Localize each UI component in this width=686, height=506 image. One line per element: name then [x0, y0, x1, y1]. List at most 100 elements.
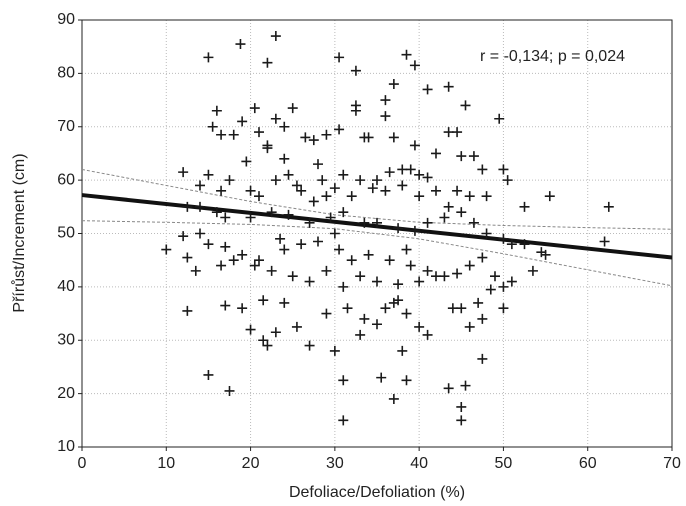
- point: [182, 201, 193, 212]
- point: [401, 308, 412, 319]
- point: [456, 303, 467, 314]
- y-tick-label: 80: [57, 65, 75, 82]
- point: [599, 236, 610, 247]
- point: [414, 321, 425, 332]
- point: [477, 252, 488, 263]
- point: [182, 252, 193, 263]
- point: [414, 191, 425, 202]
- point: [241, 156, 252, 167]
- point: [291, 180, 302, 191]
- point: [481, 191, 492, 202]
- x-tick-label: 20: [242, 455, 260, 472]
- x-tick-label: 60: [579, 455, 597, 472]
- point: [397, 180, 408, 191]
- point: [334, 52, 345, 63]
- point: [414, 276, 425, 287]
- point: [249, 260, 260, 271]
- point: [439, 212, 450, 223]
- point: [468, 217, 479, 228]
- point: [393, 223, 404, 234]
- point: [178, 231, 189, 242]
- point: [380, 185, 391, 196]
- point: [283, 209, 294, 220]
- point: [203, 239, 214, 250]
- point: [447, 303, 458, 314]
- point: [211, 207, 222, 218]
- point: [393, 279, 404, 290]
- point: [254, 191, 264, 202]
- point: [477, 164, 488, 175]
- point: [228, 255, 239, 266]
- point: [216, 185, 227, 196]
- point: [262, 143, 273, 154]
- point: [161, 244, 172, 255]
- point: [338, 169, 349, 180]
- point: [270, 31, 281, 42]
- point: [367, 183, 378, 194]
- point: [473, 297, 484, 308]
- point: [456, 415, 467, 426]
- point: [195, 228, 205, 239]
- point: [431, 148, 441, 159]
- point: [237, 116, 248, 127]
- point: [464, 321, 475, 332]
- point: [296, 185, 307, 196]
- point: [481, 228, 492, 239]
- point: [203, 52, 214, 63]
- x-tick-label: 50: [495, 455, 513, 472]
- point: [401, 244, 412, 255]
- point: [372, 175, 382, 186]
- point: [355, 271, 366, 282]
- point: [456, 151, 467, 162]
- point: [372, 319, 382, 330]
- y-tick-label: 90: [57, 11, 75, 28]
- point: [338, 207, 349, 218]
- point: [350, 105, 361, 116]
- point: [372, 276, 382, 287]
- y-tick-label: 10: [57, 438, 75, 455]
- point: [279, 153, 290, 164]
- point: [464, 191, 475, 202]
- x-tick-label: 10: [157, 455, 175, 472]
- point: [182, 305, 193, 316]
- y-tick-label: 60: [57, 171, 75, 188]
- plot-frame: [81, 19, 673, 448]
- point: [397, 164, 408, 175]
- point: [220, 300, 231, 311]
- point: [502, 175, 513, 186]
- point: [287, 103, 298, 114]
- x-tick-label: 40: [410, 455, 428, 472]
- point: [414, 169, 425, 180]
- point: [207, 121, 218, 132]
- point: [468, 151, 479, 162]
- point: [287, 271, 298, 282]
- point: [359, 217, 370, 228]
- point: [350, 65, 361, 76]
- point: [300, 132, 311, 143]
- point: [401, 49, 412, 60]
- point: [313, 236, 323, 247]
- point: [498, 281, 509, 292]
- point: [401, 375, 412, 386]
- point: [456, 401, 467, 412]
- point: [245, 212, 256, 223]
- point: [220, 212, 231, 223]
- point: [270, 175, 281, 186]
- point: [380, 111, 391, 122]
- point: [477, 313, 488, 324]
- point: [460, 380, 471, 391]
- point: [490, 271, 500, 282]
- point: [384, 167, 395, 178]
- point: [384, 255, 395, 266]
- point: [262, 340, 273, 351]
- point: [519, 201, 530, 212]
- y-axis-label: Přírůst/Increment (cm): [10, 153, 28, 312]
- point: [346, 255, 357, 266]
- point: [519, 239, 530, 250]
- point: [506, 239, 517, 250]
- point: [325, 212, 336, 223]
- point: [498, 164, 509, 175]
- point: [464, 260, 475, 271]
- point: [334, 124, 345, 135]
